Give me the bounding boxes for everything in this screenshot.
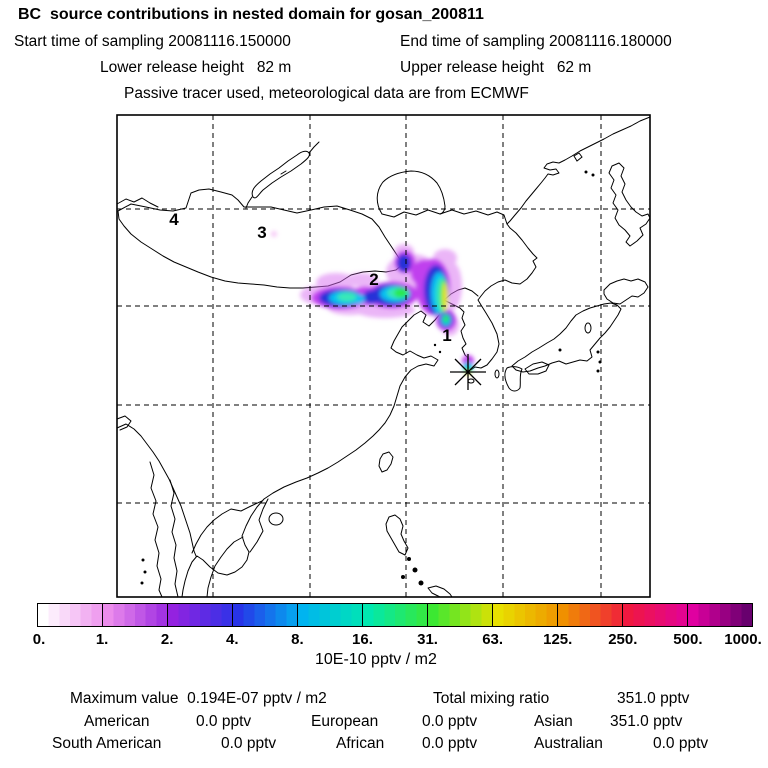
region-asian-value: 351.0 pptv bbox=[610, 713, 683, 730]
region-african-label: African bbox=[336, 735, 385, 752]
colorbar-tick-label: 500. bbox=[673, 631, 703, 648]
colorbar bbox=[37, 603, 753, 627]
colorbar-tick-label: 16. bbox=[352, 631, 373, 648]
colorbar-tick-label: 0. bbox=[32, 631, 46, 648]
region-american-value: 0.0 pptv bbox=[196, 713, 252, 730]
page-title: BC source contributions in nested domain… bbox=[18, 6, 484, 23]
region-african-value: 0.0 pptv bbox=[422, 735, 478, 752]
colorbar-segment bbox=[428, 604, 493, 626]
total-mixing-ratio-value: 351.0 pptv bbox=[617, 690, 690, 707]
region-label-2: 2 bbox=[369, 270, 378, 289]
region-australian-label: Australian bbox=[534, 735, 603, 752]
region-label-3: 3 bbox=[257, 223, 266, 242]
colorbar-segment bbox=[38, 604, 103, 626]
region-south-american-value: 0.0 pptv bbox=[221, 735, 277, 752]
colorbar-tick-labels: 0. 1. 2. 4. 8. 16. 31. 63. 125. 250. 500. 1000. bbox=[0, 631, 768, 649]
start-time-label: Start time of sampling 20081116.150000 bbox=[14, 33, 291, 50]
region-european-value: 0.0 pptv bbox=[422, 713, 478, 730]
colorbar-segment bbox=[168, 604, 233, 626]
colorbar-segment bbox=[688, 604, 752, 626]
map-frame bbox=[116, 114, 651, 598]
colorbar-tick-label: 4. bbox=[226, 631, 239, 648]
region-south-american-label: South American bbox=[52, 735, 162, 752]
colorbar-segment bbox=[103, 604, 168, 626]
end-time-label: End time of sampling 20081116.180000 bbox=[400, 33, 672, 50]
upper-release-label: Upper release height 62 m bbox=[400, 59, 592, 76]
colorbar-tick-label: 63. bbox=[482, 631, 504, 648]
tracer-info-label: Passive tracer used, meteorological data… bbox=[124, 85, 529, 102]
region-asian-label: Asian bbox=[534, 713, 573, 730]
latlon-grid bbox=[117, 115, 650, 597]
colorbar-tick-label: 1. bbox=[95, 631, 109, 648]
colorbar-tick-label: 31. bbox=[417, 631, 438, 648]
region-label-4: 4 bbox=[169, 210, 179, 229]
colorbar-tick-label: 2. bbox=[160, 631, 174, 648]
colorbar-tick-label: 1000. bbox=[724, 631, 762, 648]
colorbar-segment bbox=[623, 604, 688, 626]
colorbar-tick-label: 250. bbox=[608, 631, 638, 648]
colorbar-segment bbox=[493, 604, 558, 626]
colorbar-tick-label: 125. bbox=[543, 631, 573, 648]
region-label-1: 1 bbox=[442, 326, 451, 345]
lower-release-label: Lower release height 82 m bbox=[100, 59, 292, 76]
concentration-plume bbox=[271, 231, 474, 376]
receptor-star-marker bbox=[450, 354, 486, 390]
faint-plume-dot bbox=[271, 231, 277, 237]
maximum-value-label: Maximum value 0.194E-07 pptv / m2 bbox=[70, 690, 327, 707]
colorbar-segment bbox=[363, 604, 428, 626]
colorbar-units-label: 10E-10 pptv / m2 bbox=[315, 651, 437, 668]
coastlines bbox=[116, 116, 651, 598]
colorbar-tick-label: 8. bbox=[291, 631, 304, 648]
colorbar-segment bbox=[558, 604, 623, 626]
region-australian-value: 0.0 pptv bbox=[653, 735, 709, 752]
region-american-label: American bbox=[84, 713, 150, 730]
colorbar-segment bbox=[298, 604, 363, 626]
region-european-label: European bbox=[311, 713, 379, 730]
total-mixing-ratio-label: Total mixing ratio bbox=[433, 690, 550, 707]
colorbar-segment bbox=[233, 604, 298, 626]
